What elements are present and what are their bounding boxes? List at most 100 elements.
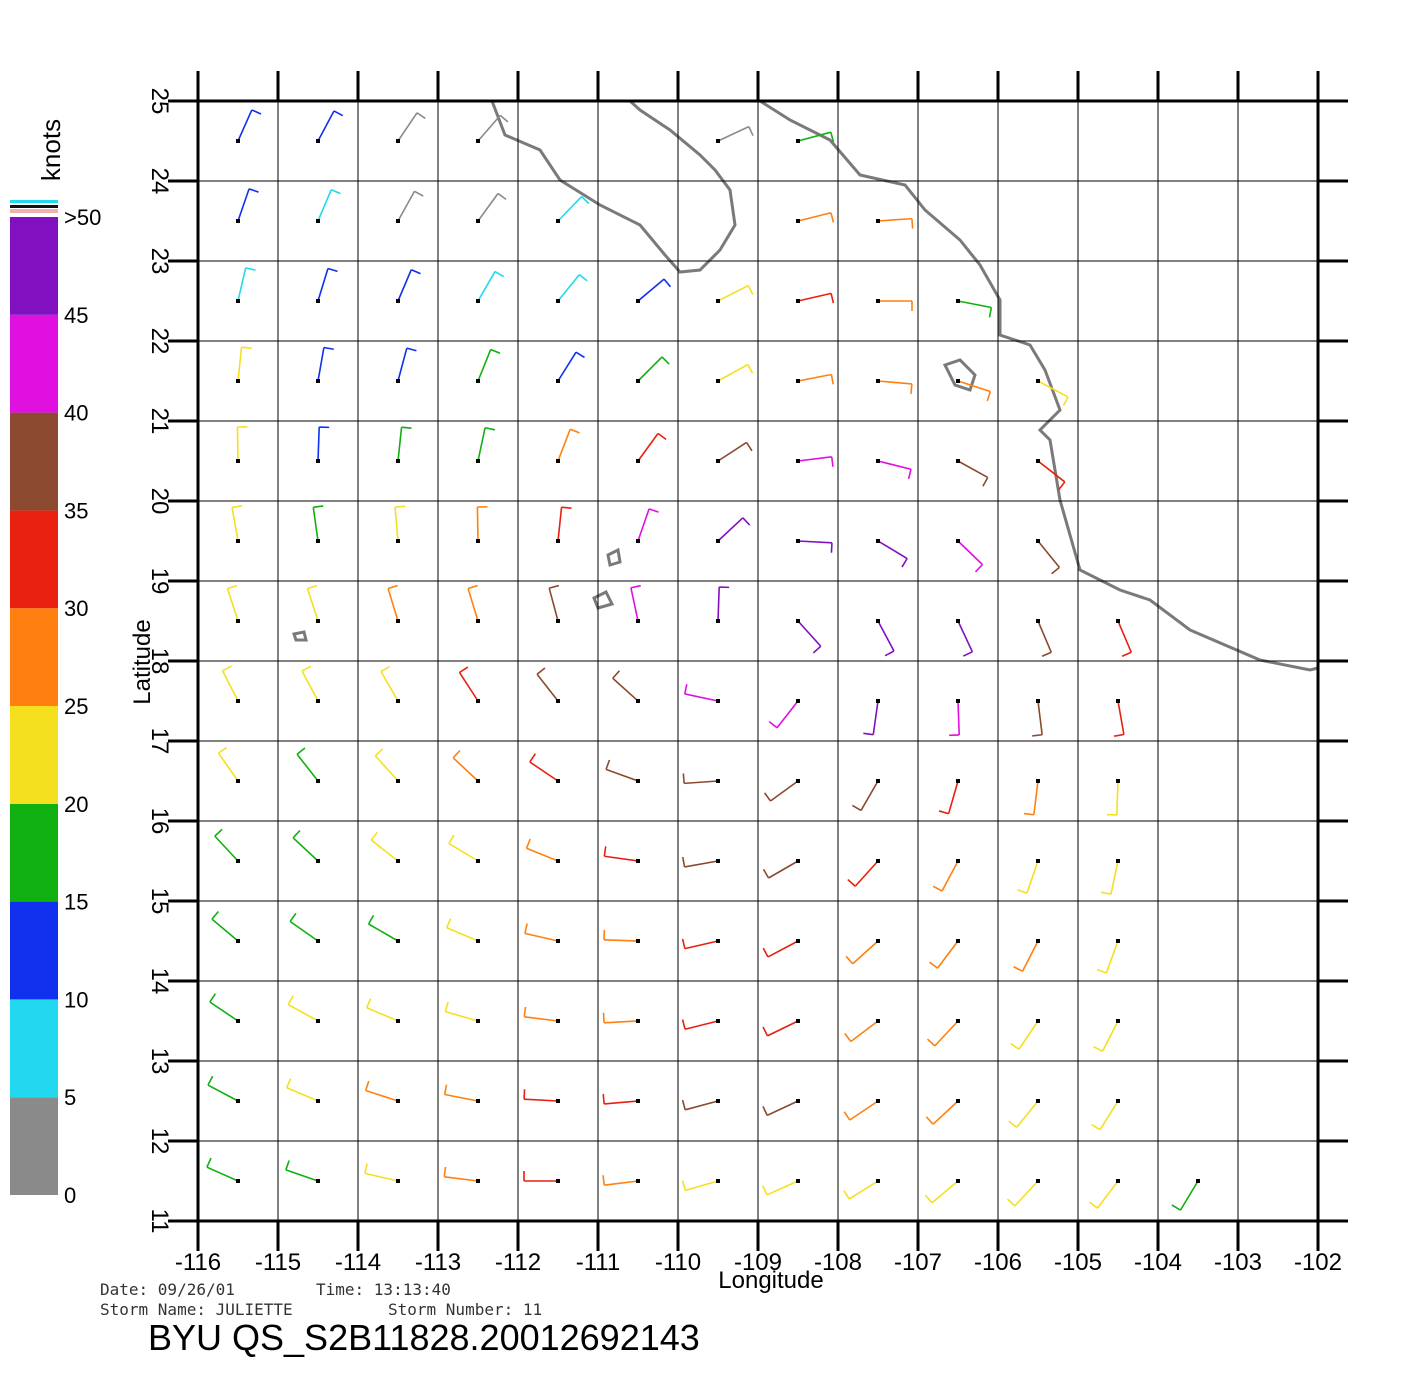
barb-dot xyxy=(236,539,240,543)
barb-dot xyxy=(796,619,800,623)
barb-dot xyxy=(716,139,720,143)
barb-shaft xyxy=(604,1100,639,1105)
x-tick-label: -109 xyxy=(734,1249,782,1276)
wind-barb xyxy=(763,779,800,802)
wind-barb xyxy=(443,1084,480,1103)
barb-dot xyxy=(556,539,560,543)
barb-shaft xyxy=(637,356,663,382)
barb-dot xyxy=(1036,1179,1040,1183)
barb-flag xyxy=(1017,889,1028,894)
wind-barb xyxy=(845,939,880,965)
barb-flag xyxy=(285,1078,292,1089)
barb-flag xyxy=(830,293,835,304)
barb-flag xyxy=(762,947,769,958)
barb-dot xyxy=(876,1019,880,1023)
wind-barb xyxy=(316,110,344,143)
wind-barb xyxy=(529,753,560,783)
wind-barb xyxy=(207,1075,240,1103)
barb-shaft xyxy=(536,673,559,702)
barb-flag xyxy=(630,584,641,589)
barb-flag xyxy=(1093,1046,1103,1053)
barb-shaft xyxy=(317,110,335,142)
y-tick-label: 25 xyxy=(146,88,173,115)
wind-barb xyxy=(1010,1019,1040,1050)
barb-dot xyxy=(1036,1019,1040,1023)
wind-barb xyxy=(1013,939,1040,973)
barb-shaft xyxy=(797,131,832,142)
barb-flag xyxy=(301,665,312,672)
barb-dot xyxy=(636,779,640,783)
barb-dot xyxy=(476,459,480,463)
wind-barb xyxy=(956,619,974,657)
barb-flag xyxy=(307,584,318,590)
y-tick-label: 11 xyxy=(146,1209,173,1234)
wind-barb xyxy=(1089,1179,1120,1209)
y-tick-label: 24 xyxy=(146,168,173,195)
barb-shaft xyxy=(717,517,744,542)
y-tick-label: 15 xyxy=(146,888,173,915)
barb-shaft xyxy=(397,269,413,302)
barb-shaft xyxy=(637,508,650,542)
barb-shaft xyxy=(477,114,501,142)
wind-barb xyxy=(1106,779,1120,816)
wind-barb xyxy=(796,211,835,223)
colorbar-segment xyxy=(10,901,58,1000)
barb-flag xyxy=(910,383,913,394)
barb-dot xyxy=(876,699,880,703)
colorbar-tick-label: 20 xyxy=(64,792,88,817)
barb-shaft xyxy=(1021,940,1039,972)
colorbar-tick-label: >50 xyxy=(64,205,101,230)
barb-dot xyxy=(876,939,880,943)
barb-dot xyxy=(316,859,320,863)
barb-flag xyxy=(452,749,461,759)
barb-flag xyxy=(296,747,306,755)
barb-flag xyxy=(227,584,238,590)
wind-barb xyxy=(863,699,880,736)
barb-flag xyxy=(661,356,670,365)
barb-shaft xyxy=(860,780,879,811)
wind-barb xyxy=(476,348,501,383)
barb-shaft xyxy=(444,1176,479,1182)
wind-barb xyxy=(956,299,993,318)
barb-shaft xyxy=(767,940,799,958)
barb-dot xyxy=(716,1099,720,1103)
colorbar-segment xyxy=(10,706,58,804)
barb-dot xyxy=(636,1019,640,1023)
barb-dot xyxy=(396,779,400,783)
barb-flag xyxy=(214,828,223,837)
barb-flag xyxy=(1023,812,1034,816)
barb-dot xyxy=(556,779,560,783)
wind-barb xyxy=(605,759,640,783)
wind-barb xyxy=(762,1179,800,1196)
barb-dot xyxy=(396,859,400,863)
barb-shaft xyxy=(286,1086,319,1102)
x-tick-label: -114 xyxy=(335,1249,381,1276)
y-tick-label: 18 xyxy=(146,648,173,675)
barb-shaft xyxy=(630,587,639,622)
wind-barb xyxy=(949,699,960,737)
barb-flag xyxy=(901,558,908,568)
barb-shaft xyxy=(936,940,959,969)
barb-flag xyxy=(380,665,391,673)
barb-shaft xyxy=(877,380,912,385)
wind-barb xyxy=(768,699,800,729)
barb-dot xyxy=(476,1179,480,1183)
wind-barb xyxy=(396,268,421,303)
barb-flag xyxy=(843,1190,850,1200)
barb-flag xyxy=(1058,481,1066,491)
barb-dot xyxy=(796,1099,800,1103)
barb-shaft xyxy=(317,268,329,302)
wind-barb xyxy=(716,125,754,143)
barb-dot xyxy=(1036,619,1040,623)
wind-barb xyxy=(636,432,667,463)
barb-flag xyxy=(484,426,496,431)
x-tick-label: -111 xyxy=(576,1249,620,1276)
barb-shaft xyxy=(1018,1020,1039,1050)
barb-shaft xyxy=(684,1100,719,1111)
barb-dot xyxy=(556,219,560,223)
barb-dot xyxy=(716,1179,720,1183)
barb-dot xyxy=(236,379,240,383)
barb-dot xyxy=(396,459,400,463)
barb-dot xyxy=(716,379,720,383)
barb-flag xyxy=(285,1160,290,1171)
